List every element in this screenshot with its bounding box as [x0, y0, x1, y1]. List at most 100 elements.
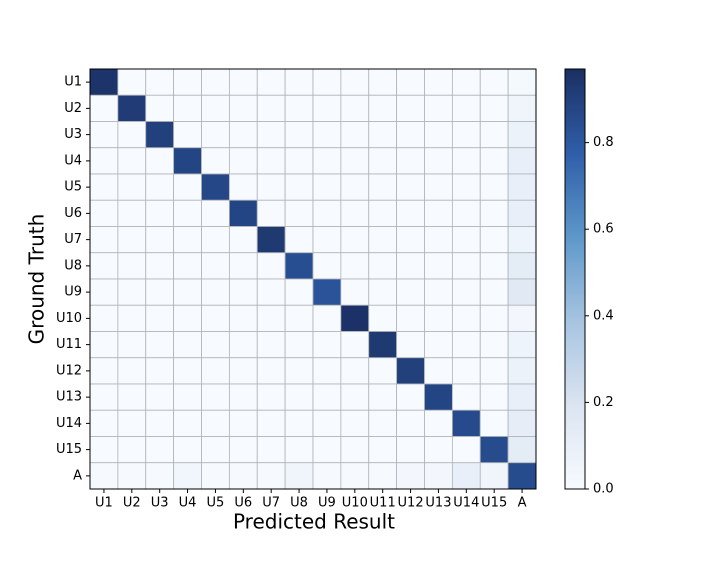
heatmap-cell [396, 436, 425, 464]
heatmap-cell [507, 94, 537, 122]
heatmap-cell [312, 331, 342, 359]
heatmap-cell [117, 436, 147, 464]
x-tick-label: U13 [425, 496, 451, 511]
heatmap-cell [228, 226, 258, 254]
heatmap-cell [507, 409, 537, 437]
heatmap-cell [451, 68, 481, 96]
heatmap-cell [368, 409, 398, 437]
heatmap-cell [89, 462, 119, 490]
heatmap-cell [340, 199, 370, 227]
heatmap-cell [173, 68, 202, 96]
heatmap-cell [256, 226, 286, 254]
heatmap-cell [340, 409, 370, 437]
y-tick-label: U14 [56, 416, 82, 431]
heatmap-cell [424, 226, 453, 254]
heatmap-cell [340, 383, 370, 411]
heatmap-cell [479, 278, 509, 306]
heatmap-cell [451, 331, 481, 359]
heatmap-cell [89, 68, 119, 96]
heatmap-cell [368, 199, 398, 227]
heatmap-cell [479, 304, 509, 332]
heatmap-cell [396, 121, 425, 149]
heatmap-cell [89, 278, 119, 306]
heatmap-cell [284, 94, 314, 122]
heatmap-cell [451, 357, 481, 385]
heatmap-cell [451, 147, 481, 175]
heatmap-cell [228, 94, 258, 122]
heatmap-cell [312, 383, 342, 411]
heatmap-cell [145, 278, 175, 306]
heatmap-cell [173, 121, 202, 149]
heatmap-cell [451, 94, 481, 122]
heatmap-cell [424, 173, 453, 201]
x-tick-label: U3 [151, 496, 169, 511]
heatmap-cell [424, 278, 453, 306]
heatmap-cell [396, 331, 425, 359]
heatmap-cell [145, 357, 175, 385]
heatmap-cell [256, 68, 286, 96]
heatmap-cell [479, 147, 509, 175]
heatmap-cell [396, 173, 425, 201]
heatmap-cell [89, 226, 119, 254]
x-tick-label: U9 [318, 496, 336, 511]
y-tick-label: U12 [56, 363, 82, 378]
heatmap-cell [284, 383, 314, 411]
heatmap-cell [396, 199, 425, 227]
heatmap-cell [284, 436, 314, 464]
heatmap-cell [368, 436, 398, 464]
y-tick-label: U9 [64, 285, 82, 300]
heatmap-cell [424, 252, 453, 280]
heatmap-cell [424, 199, 453, 227]
heatmap-cell [228, 173, 258, 201]
x-tick-label: U7 [262, 496, 280, 511]
heatmap-cell [173, 383, 202, 411]
heatmap-cell [284, 68, 314, 96]
heatmap-cell [117, 68, 147, 96]
colorbar-tick-label: 0.0 [593, 482, 614, 497]
y-tick-label: U4 [64, 153, 82, 168]
heatmap-cell [256, 252, 286, 280]
heatmap-cell [368, 147, 398, 175]
heatmap-cell [312, 436, 342, 464]
plot-frame [89, 68, 537, 490]
heatmap-cell [117, 252, 147, 280]
heatmap-cell [117, 462, 147, 490]
heatmap-cell [284, 147, 314, 175]
heatmap-cell [256, 173, 286, 201]
heatmap-cell [451, 173, 481, 201]
heatmap-cell [396, 147, 425, 175]
heatmap-cell [451, 304, 481, 332]
heatmap-cell [507, 357, 537, 385]
heatmap-cell [173, 199, 202, 227]
heatmap-cell [368, 94, 398, 122]
heatmap-cell [201, 252, 230, 280]
heatmap-cell [424, 383, 453, 411]
y-axis-label: Ground Truth [25, 214, 49, 345]
heatmap-cell [256, 304, 286, 332]
heatmap-cell [145, 304, 175, 332]
heatmap-cell [284, 226, 314, 254]
heatmap-cell [507, 121, 537, 149]
heatmap-cell [228, 147, 258, 175]
heatmap-cell [145, 331, 175, 359]
heatmap-cell [256, 278, 286, 306]
heatmap-cell [396, 304, 425, 332]
heatmap-cell [201, 226, 230, 254]
heatmap-cell [451, 278, 481, 306]
heatmap-cell [284, 278, 314, 306]
y-tick-label: U1 [64, 75, 82, 90]
heatmap-cell [201, 436, 230, 464]
heatmap-cell [368, 121, 398, 149]
heatmap-cell [507, 462, 537, 490]
colorbar-tick-label: 0.6 [593, 222, 614, 237]
heatmap-cell [145, 94, 175, 122]
heatmap-cell [368, 331, 398, 359]
heatmap-cell [396, 94, 425, 122]
heatmap-cell [256, 462, 286, 490]
y-tick-label: U10 [56, 311, 82, 326]
heatmap-cell [340, 94, 370, 122]
heatmap-cell [145, 252, 175, 280]
heatmap-cell [256, 436, 286, 464]
heatmap-cell [507, 436, 537, 464]
